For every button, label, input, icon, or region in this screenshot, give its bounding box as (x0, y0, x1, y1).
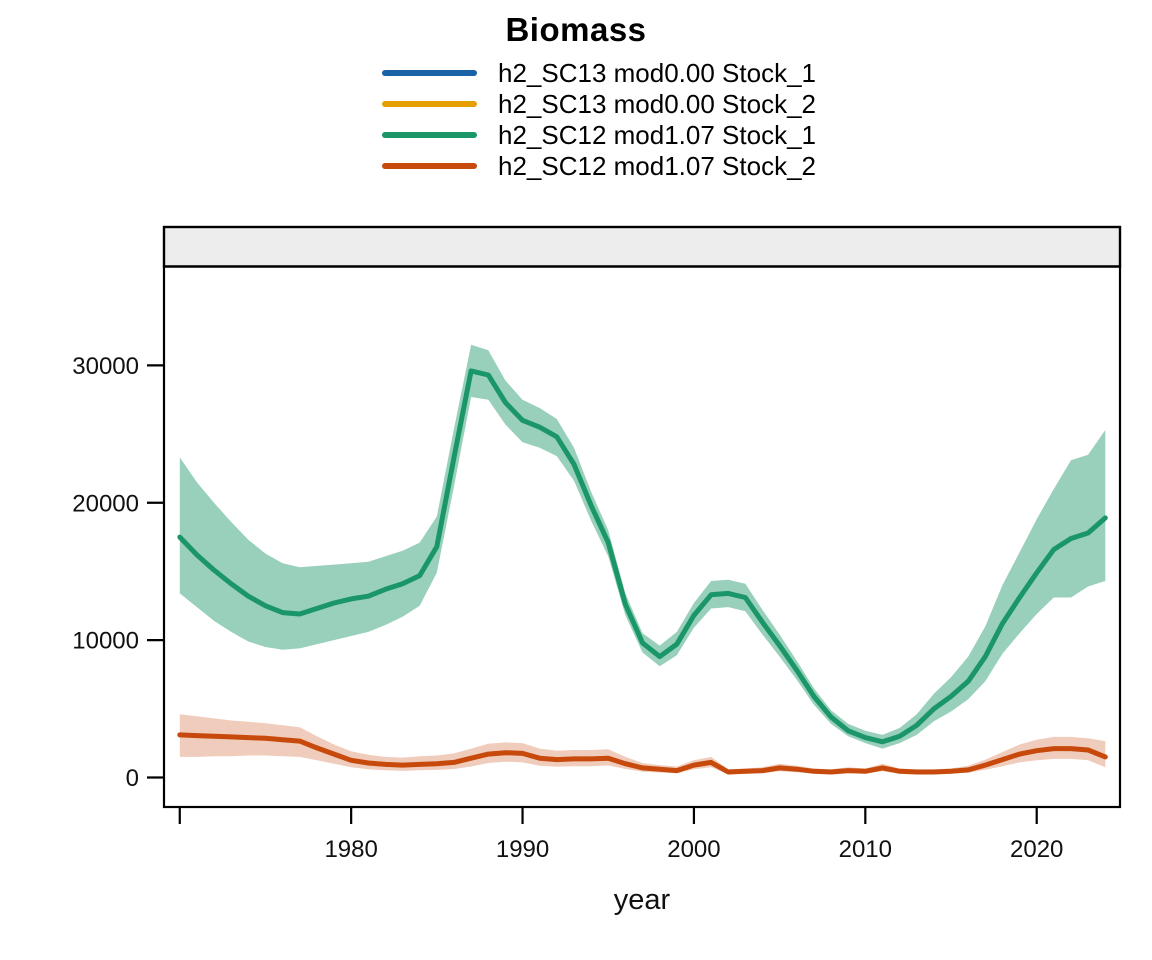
legend-item-label: h2_SC13 mod0.00 Stock_1 (498, 57, 816, 88)
line-h2-sc12-mod1-07-stock-1 (177, 368, 1108, 745)
legend-item-label: h2_SC12 mod1.07 Stock_1 (498, 119, 816, 150)
line-h2-sc12-mod1-07-stock-2 (177, 732, 1108, 775)
legend-item-label: h2_SC12 mod1.07 Stock_2 (498, 150, 816, 181)
legend-item: h2_SC13 mod0.00 Stock_1 (382, 58, 816, 88)
x-axis-title: year (613, 884, 671, 916)
legend-item-label: h2_SC13 mod0.00 Stock_2 (498, 88, 816, 119)
legend-key-line-icon (382, 101, 477, 107)
y-tick-label: 30000 (72, 353, 139, 380)
y-tick-label: 10000 (72, 628, 139, 655)
legend-key-line-icon (382, 132, 477, 138)
x-tick-label: 1980 (324, 836, 377, 863)
x-tick-label: 2010 (839, 836, 892, 863)
legend-key-line-icon (382, 163, 477, 169)
x-tick-label: 1990 (496, 836, 549, 863)
legend-item: h2_SC13 mod0.00 Stock_2 (382, 89, 816, 119)
legend-key-line-icon (382, 70, 477, 76)
plot-panel (162, 265, 1122, 809)
facet-strip (162, 225, 1122, 268)
ribbon-h2-sc12-mod1-07-stock-1 (179, 344, 1106, 749)
y-tick-label: 0 (126, 765, 139, 792)
legend-item: h2_SC12 mod1.07 Stock_1 (382, 120, 816, 150)
legend-item: h2_SC12 mod1.07 Stock_2 (382, 151, 816, 181)
ribbon-h2-sc12-mod1-07-stock-2 (179, 714, 1106, 775)
x-tick-label: 2020 (1010, 836, 1063, 863)
x-tick-label: 2000 (667, 836, 720, 863)
y-tick-label: 20000 (72, 490, 139, 517)
chart-title: Biomass (505, 11, 647, 48)
